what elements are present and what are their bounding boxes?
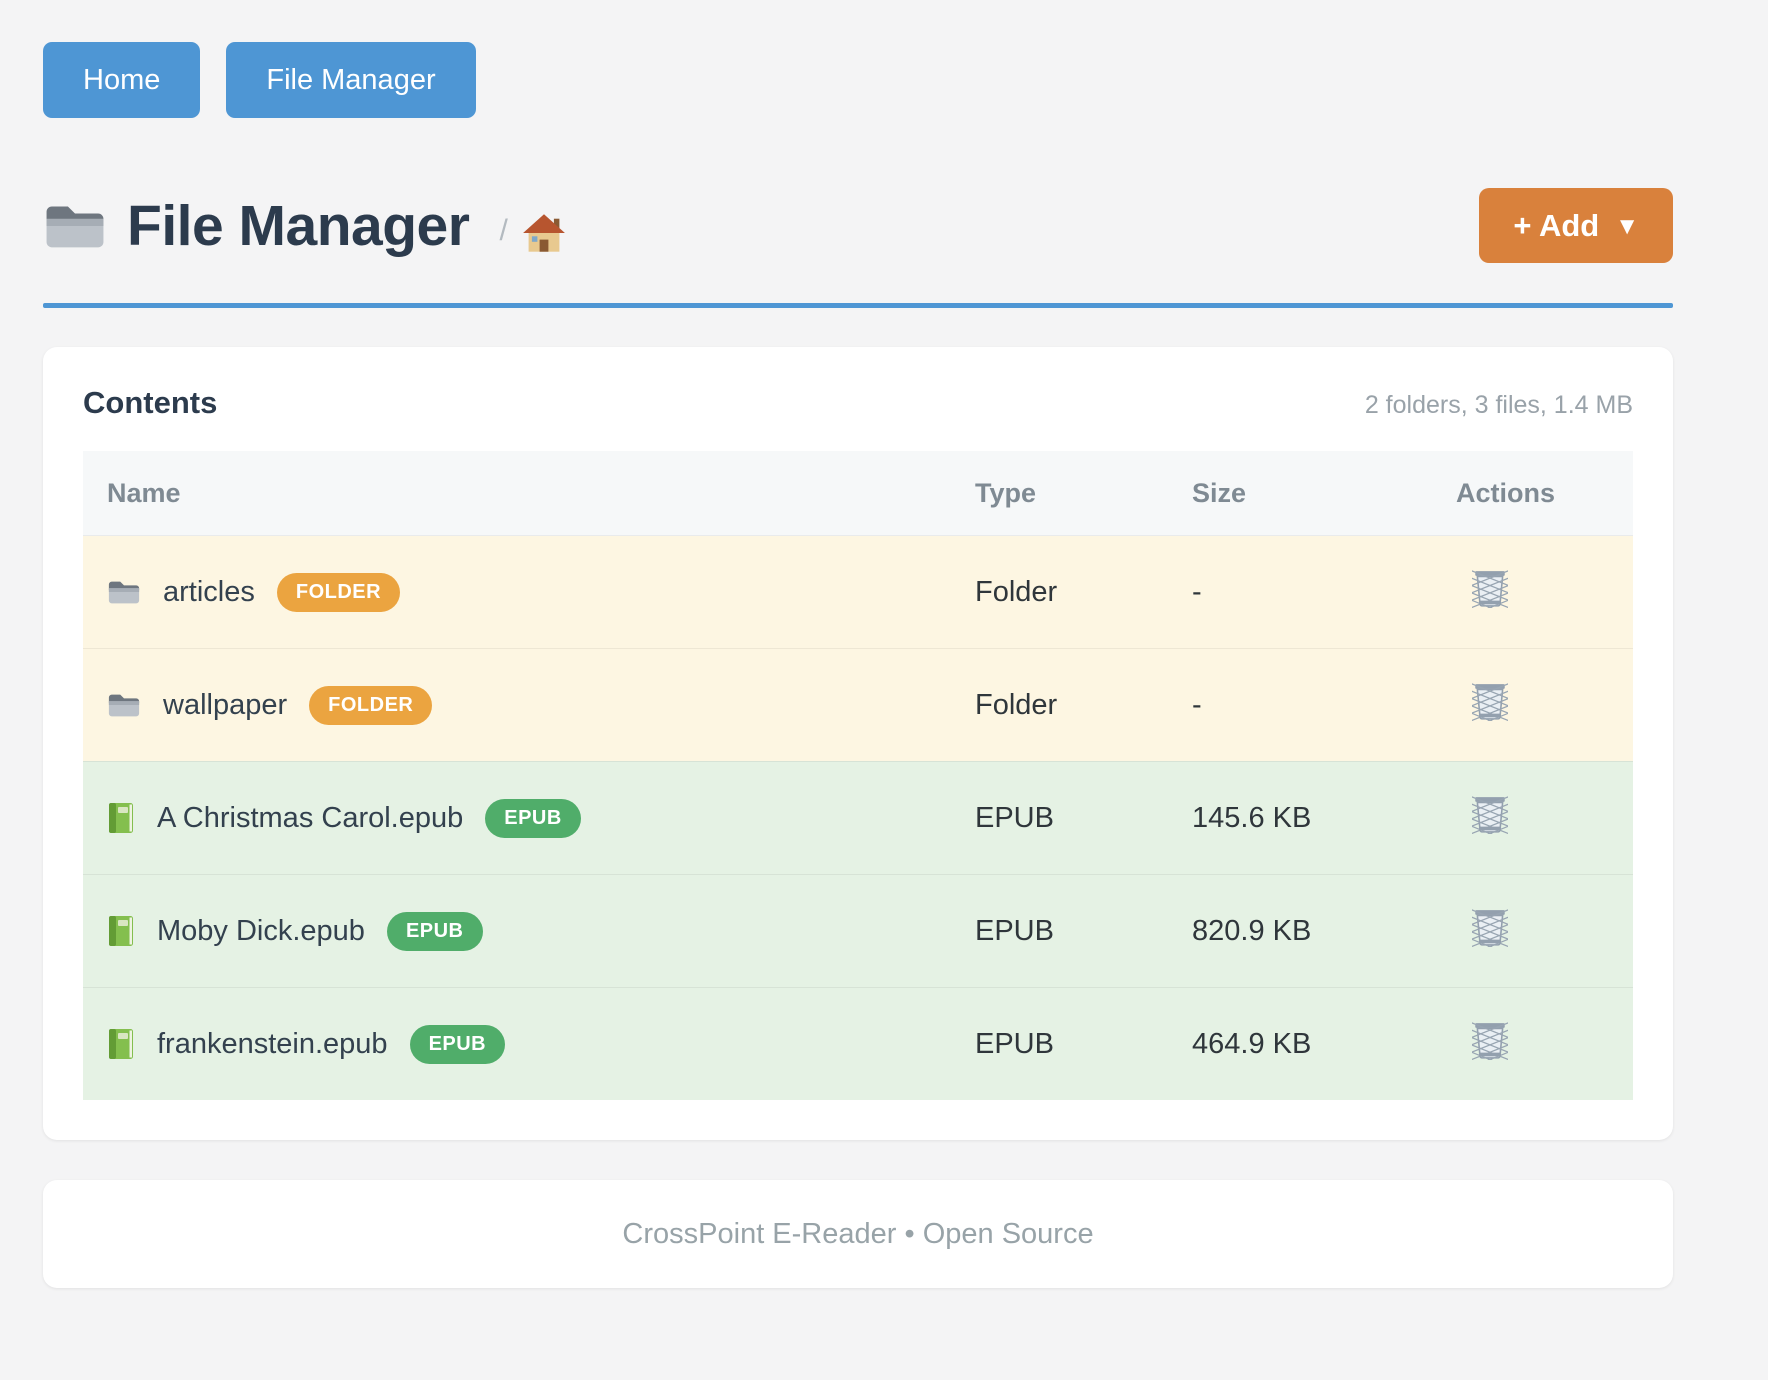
type-badge: FOLDER [309,685,433,725]
size-cell: 464.9 KB [1192,1027,1312,1060]
book-icon [107,915,135,947]
delete-button[interactable] [1472,794,1508,834]
breadcrumb-separator: / [499,213,508,247]
column-header-name: Name [107,477,181,508]
trash-icon [1472,907,1508,947]
trash-icon [1472,681,1508,721]
contents-summary: 2 folders, 3 files, 1.4 MB [1364,391,1633,419]
page-title: File Manager [127,193,470,258]
size-cell: 820.9 KB [1192,914,1312,947]
type-cell: EPUB [975,801,1054,834]
add-button[interactable]: + Add ▼ [1479,188,1673,263]
type-badge: EPUB [386,911,483,951]
type-cell: Folder [975,575,1058,608]
table-row: A Christmas Carol.epub EPUB EPUB 145.6 K… [83,761,1633,874]
file-name-link[interactable]: frankenstein.epub [157,1027,388,1060]
type-cell: Folder [975,688,1058,721]
type-badge: FOLDER [276,572,401,612]
delete-button[interactable] [1472,1020,1508,1060]
file-name-link[interactable]: articles [163,575,255,608]
add-button-label: + Add [1513,207,1600,243]
file-table: Name Type Size Actions articles FOLDER F… [83,451,1633,1100]
type-cell: EPUB [975,1027,1054,1060]
column-header-size: Size [1192,477,1247,508]
folder-icon [43,199,107,253]
page: Home File Manager File Manager / + Add ▼… [43,0,1673,1288]
folder-icon [107,690,141,720]
delete-button[interactable] [1472,907,1508,947]
table-row: articles FOLDER Folder - [83,535,1633,648]
type-badge: EPUB [409,1024,506,1064]
title-divider [43,303,1673,308]
column-header-type: Type [975,477,1037,508]
table-header-row: Name Type Size Actions [83,451,1633,535]
column-header-actions: Actions [1456,477,1556,508]
size-cell: - [1192,688,1202,721]
type-badge: EPUB [485,798,581,838]
book-icon [107,802,135,834]
contents-heading: Contents [83,385,218,420]
delete-button[interactable] [1472,568,1508,608]
trash-icon [1472,1020,1508,1060]
type-cell: EPUB [975,914,1054,947]
size-cell: 145.6 KB [1192,801,1312,834]
home-icon[interactable] [522,213,566,253]
breadcrumb: File Manager / [43,193,566,259]
file-manager-button[interactable]: File Manager [226,42,476,118]
size-cell: - [1192,575,1202,608]
top-nav: Home File Manager [43,42,1673,118]
file-name-link[interactable]: Moby Dick.epub [157,914,365,947]
footer: CrossPoint E-Reader • Open Source [43,1180,1673,1288]
contents-card: Contents 2 folders, 3 files, 1.4 MB Name… [43,347,1673,1140]
home-button[interactable]: Home [43,42,201,118]
book-icon [107,1028,135,1060]
page-header: File Manager / + Add ▼ [43,188,1673,263]
table-row: frankenstein.epub EPUB EPUB 464.9 KB [83,987,1633,1100]
file-name-link[interactable]: A Christmas Carol.epub [157,801,464,834]
folder-icon [107,577,141,607]
file-name-link[interactable]: wallpaper [163,688,288,721]
trash-icon [1472,794,1508,834]
table-row: wallpaper FOLDER Folder - [83,648,1633,761]
table-row: Moby Dick.epub EPUB EPUB 820.9 KB [83,874,1633,987]
footer-text: CrossPoint E-Reader • Open Source [622,1217,1094,1250]
caret-down-icon: ▼ [1615,212,1639,240]
trash-icon [1472,568,1508,608]
delete-button[interactable] [1472,681,1508,721]
